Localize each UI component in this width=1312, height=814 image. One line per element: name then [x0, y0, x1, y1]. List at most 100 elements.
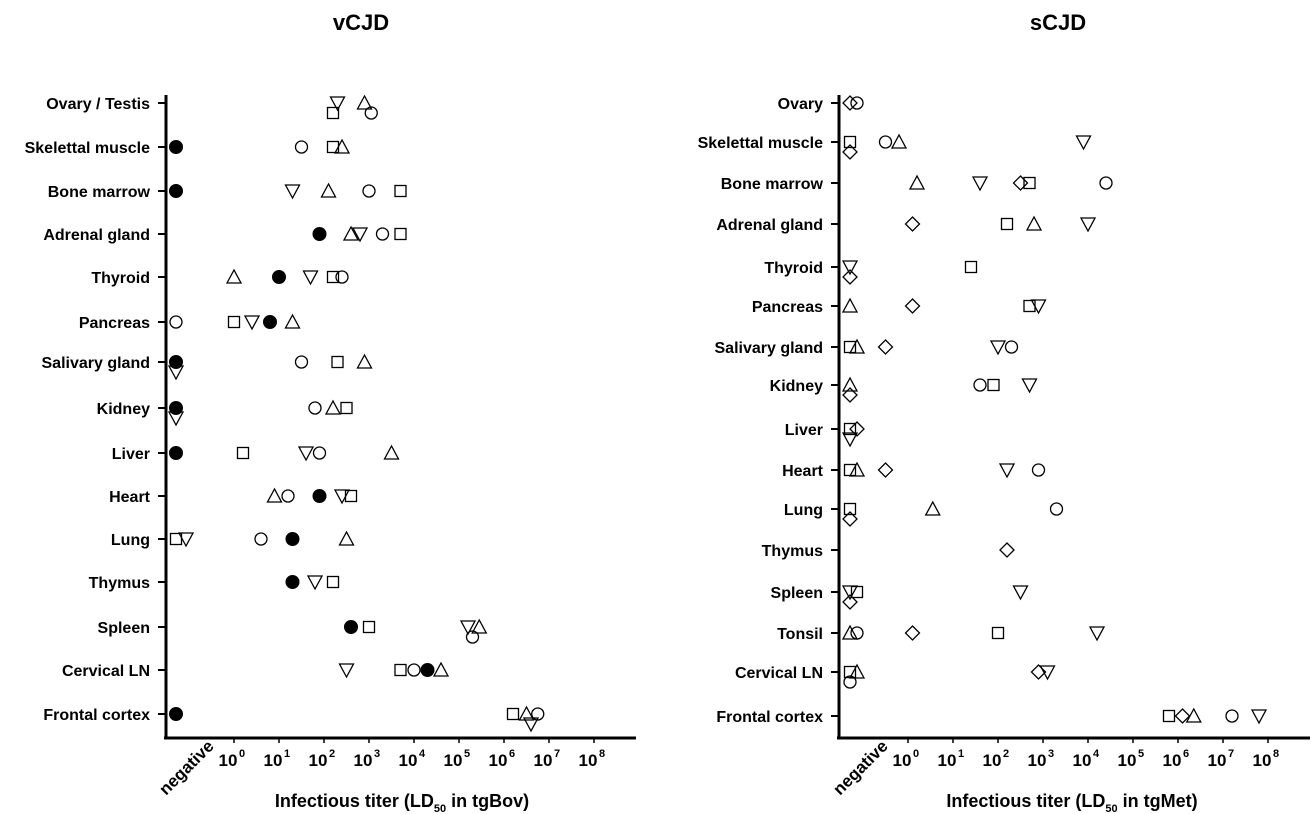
category-label: Spleen [98, 620, 150, 637]
data-point-triangle-down [167, 365, 185, 381]
data-point-filled-circle [169, 184, 183, 198]
data-point-square [227, 315, 241, 329]
data-point-circle [407, 663, 421, 677]
category-label: Ovary / Testis [46, 96, 150, 113]
x-tick-exponent: 0 [239, 748, 245, 760]
data-point-triangle-up [848, 663, 866, 679]
data-point-square [850, 585, 864, 599]
chart-title: sCJD [1030, 10, 1086, 35]
category-label: Ovary [778, 96, 823, 113]
category-label: Cervical LN [62, 663, 150, 680]
x-tick-exponent: 2 [329, 748, 335, 760]
data-point-circle [850, 96, 864, 110]
data-point-circle [1049, 502, 1064, 516]
data-point-circle [335, 270, 349, 284]
x-tick-label: 10 [264, 751, 283, 770]
category-label: Thyroid [91, 270, 150, 287]
data-point-circle [362, 184, 376, 198]
data-point-triangle-down [459, 620, 477, 636]
x-tick-label: 10 [534, 751, 553, 770]
data-point-circle [1004, 340, 1019, 354]
data-point-circle [312, 446, 327, 460]
x-tick-label: 10 [309, 751, 328, 770]
data-point-filled-circle [169, 355, 183, 369]
data-point-square [991, 626, 1005, 640]
category-label: Liver [112, 446, 150, 463]
data-point-triangle-up [841, 376, 859, 392]
data-point-triangle-down [841, 260, 859, 276]
x-tick-label: 10 [983, 751, 1002, 770]
data-point-filled-circle [263, 315, 277, 329]
category-label: Heart [782, 463, 824, 480]
category-label: Thymus [762, 543, 823, 560]
data-point-triangle-up [848, 461, 866, 477]
x-tick-exponent: 4 [1093, 748, 1100, 760]
x-axis-label: Infectious titer (LD50 in tgMet) [946, 791, 1197, 814]
data-point-triangle-down [177, 532, 195, 548]
data-point-circle [294, 355, 309, 369]
data-point-diamond [842, 387, 858, 403]
data-point-diamond [904, 298, 921, 314]
data-point-diamond [842, 95, 858, 111]
data-point-filled-circle [344, 620, 358, 634]
data-point-triangle-down [1250, 709, 1268, 725]
negative-tick-label: negative [829, 737, 891, 799]
x-tick-exponent: 5 [464, 748, 470, 760]
data-point-circle [1031, 463, 1046, 477]
data-point-triangle-down [1021, 378, 1038, 394]
data-point-square [843, 422, 857, 436]
data-point-triangle-up [1185, 707, 1202, 723]
category-label: Thyroid [764, 260, 823, 277]
x-tick-label: 10 [1028, 751, 1047, 770]
data-point-triangle-down [351, 227, 369, 243]
x-tick-exponent: 6 [509, 748, 515, 760]
data-point-circle [1225, 709, 1239, 723]
data-point-triangle-down [284, 184, 301, 200]
data-point-square [1162, 709, 1176, 723]
data-point-triangle-up [908, 174, 926, 190]
data-point-diamond [842, 511, 858, 527]
data-point-triangle-up [338, 530, 355, 546]
x-tick-exponent: 7 [554, 748, 560, 760]
data-point-filled-circle [169, 401, 183, 415]
category-label: Bone marrow [721, 176, 824, 193]
chart-title: vCJD [333, 10, 389, 35]
data-point-diamond [849, 421, 865, 437]
data-point-triangle-down [329, 96, 346, 112]
data-point-triangle-up [518, 705, 535, 721]
category-label: Tonsil [777, 626, 823, 643]
x-tick-exponent: 1 [958, 748, 964, 760]
data-point-filled-circle [272, 270, 286, 284]
data-point-triangle-up [225, 268, 243, 284]
data-point-square [394, 227, 407, 241]
data-point-triangle-down [302, 270, 319, 286]
category-label: Skelettal muscle [25, 140, 151, 157]
category-label: Pancreas [752, 299, 823, 316]
data-point-circle [850, 626, 864, 640]
data-point-circle [1099, 176, 1113, 190]
data-point-diamond [999, 542, 1015, 558]
category-label: Liver [785, 422, 823, 439]
data-point-circle [531, 707, 545, 721]
data-point-triangle-up [266, 487, 283, 503]
data-point-triangle-down [243, 315, 261, 331]
x-tick-label: 10 [354, 751, 373, 770]
data-point-diamond [904, 625, 921, 641]
data-point-triangle-up [848, 338, 866, 354]
x-tick-exponent: 6 [1183, 748, 1189, 760]
data-point-triangle-down [998, 463, 1016, 479]
x-tick-exponent: 0 [913, 748, 919, 760]
chart-panel-vcjd: vCJD Ovary / Testis Skelettal muscle Bone m… [25, 10, 636, 814]
x-tick-exponent: 1 [284, 748, 290, 760]
data-point-triangle-down [841, 432, 859, 448]
data-point-triangle-up [383, 444, 400, 460]
category-label: Frontal cortex [716, 709, 823, 726]
category-label: Cervical LN [735, 665, 823, 682]
data-point-square [326, 575, 340, 589]
data-point-triangle-down [989, 340, 1007, 356]
x-tick-exponent: 5 [1138, 748, 1144, 760]
data-point-triangle-down [1030, 299, 1047, 315]
x-tick-exponent: 4 [419, 748, 426, 760]
category-label: Spleen [771, 585, 823, 602]
